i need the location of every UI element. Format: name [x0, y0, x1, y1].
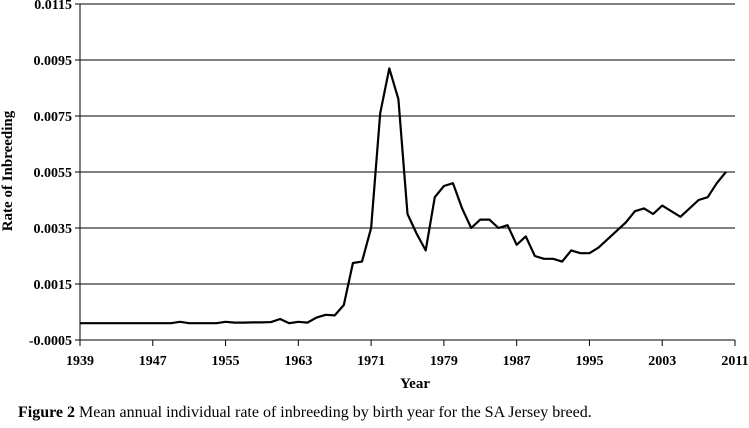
x-tick-label: 1947 [139, 354, 167, 369]
y-axis: -0.0005 0.0015 0.0035 0.0055 0.0075 0.0095 0.0… [29, 0, 81, 349]
series-line [80, 67, 727, 325]
x-tick-label: 1979 [430, 354, 458, 369]
series [80, 67, 727, 325]
x-tick-label: 1987 [503, 354, 531, 369]
y-tick-label: 0.0035 [34, 222, 73, 237]
x-tick-label: 2003 [648, 354, 676, 369]
y-tick-label: 0.0095 [34, 54, 73, 69]
x-axis: 1939 1947 1955 1963 1971 1979 1987 1995 2003 2011 [66, 339, 749, 369]
x-tick-label: 1995 [575, 354, 603, 369]
x-tick-label: 1939 [66, 354, 94, 369]
x-tick-label: 1963 [284, 354, 312, 369]
y-tick-label: 0.0015 [34, 278, 73, 293]
y-tick-label: -0.0005 [29, 334, 72, 349]
gridlines [80, 3, 735, 285]
y-axis-title: Rate of Inbreeding [0, 110, 16, 231]
x-tick-label: 2011 [721, 354, 748, 369]
inbreeding-line-chart: -0.0005 0.0015 0.0035 0.0055 0.0075 0.0095 0.0… [0, 0, 749, 392]
y-tick-label: 0.0055 [34, 166, 73, 181]
x-tick-label: 1955 [212, 354, 240, 369]
y-tick-label: 0.0115 [34, 0, 72, 13]
x-tick-label: 1971 [357, 354, 385, 369]
caption-text: Mean annual individual rate of inbreedin… [75, 404, 592, 421]
figure-caption: Figure 2 Mean annual individual rate of … [18, 404, 592, 422]
x-axis-title: Year [400, 376, 430, 392]
caption-label: Figure 2 [18, 404, 76, 421]
y-tick-label: 0.0075 [34, 110, 73, 125]
